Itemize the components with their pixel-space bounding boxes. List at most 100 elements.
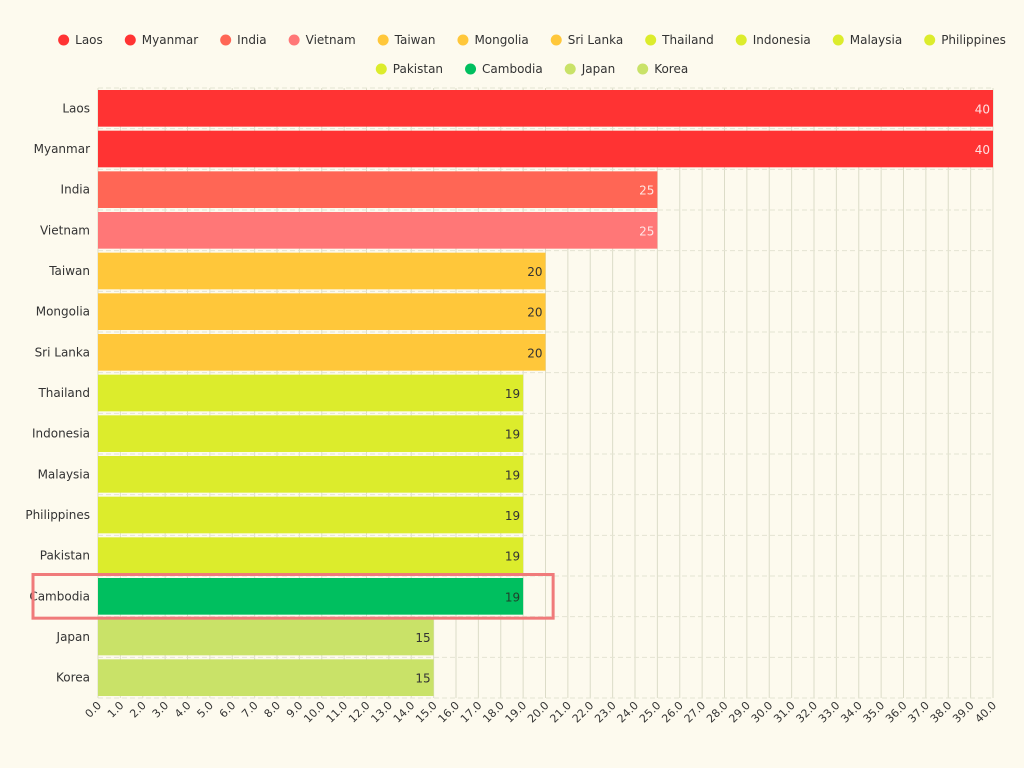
bar-laos[interactable]	[98, 90, 993, 127]
x-tick-label: 32.0	[794, 699, 821, 726]
x-tick-label: 25.0	[637, 699, 664, 726]
value-label-cambodia: 19	[505, 590, 520, 604]
x-tick-label: 38.0	[928, 699, 955, 726]
value-label-mongolia: 20	[527, 306, 542, 320]
legend-label-japan[interactable]: Japan	[581, 62, 615, 76]
value-label-laos: 40	[975, 102, 990, 116]
bar-vietnam[interactable]	[98, 212, 658, 249]
value-label-philippines: 19	[505, 509, 520, 523]
x-tick-label: 34.0	[838, 699, 865, 726]
x-tick-label: 11.0	[324, 699, 351, 726]
legend-label-sri-lanka[interactable]: Sri Lanka	[568, 33, 623, 47]
legend-marker-myanmar[interactable]	[124, 34, 136, 46]
bar-cambodia[interactable]	[98, 578, 524, 615]
x-tick-label: 23.0	[592, 699, 619, 726]
legend-marker-laos[interactable]	[58, 34, 70, 46]
value-label-thailand: 19	[505, 387, 520, 401]
bar-myanmar[interactable]	[98, 130, 993, 168]
legend-label-taiwan[interactable]: Taiwan	[394, 33, 436, 47]
highlight-layer	[31, 573, 555, 620]
x-tick-label: 40.0	[973, 699, 1000, 726]
x-tick-label: 2.0	[127, 699, 149, 721]
legend: Laos Myanmar India Vietnam Taiwan Mongolia Sri…	[58, 33, 1006, 76]
x-tick-label: 20.0	[525, 699, 552, 726]
legend-label-laos[interactable]: Laos	[75, 33, 103, 47]
value-label-malaysia: 19	[505, 468, 520, 482]
category-label-pakistan: Pakistan	[40, 549, 90, 563]
category-label-taiwan: Taiwan	[48, 264, 90, 278]
x-tick-label: 0.0	[83, 699, 105, 721]
category-labels: Laos Myanmar India Vietnam Taiwan Mongolia Sri…	[25, 101, 90, 684]
bar-sri-lanka[interactable]	[98, 334, 546, 371]
x-tick-label: 26.0	[659, 699, 686, 726]
bar-indonesia[interactable]	[98, 415, 524, 452]
category-label-cambodia: Cambodia	[29, 589, 90, 603]
category-label-philippines: Philippines	[25, 508, 90, 522]
legend-marker-korea[interactable]	[637, 63, 649, 75]
x-tick-label: 10.0	[301, 699, 328, 726]
bar-malaysia[interactable]	[98, 456, 524, 493]
bar-pakistan[interactable]	[98, 537, 524, 574]
bar-taiwan[interactable]	[98, 252, 546, 290]
legend-label-philippines[interactable]: Philippines	[941, 33, 1006, 47]
x-tick-label: 8.0	[262, 699, 284, 721]
legend-label-thailand[interactable]: Thailand	[661, 33, 714, 47]
bar-mongolia[interactable]	[98, 293, 546, 330]
x-tick-label: 7.0	[239, 699, 261, 721]
legend-marker-taiwan[interactable]	[377, 34, 389, 46]
x-tick-label: 12.0	[346, 699, 373, 726]
x-tick-label: 14.0	[391, 699, 418, 726]
bar-india[interactable]	[98, 171, 658, 208]
legend-label-cambodia[interactable]: Cambodia	[482, 62, 543, 76]
legend-label-myanmar[interactable]: Myanmar	[142, 33, 198, 47]
category-label-vietnam: Vietnam	[40, 223, 90, 237]
x-axis-ticks: 0.0 1.0 2.0 3.0 4.0 5.0 6.0 7.0 8.0 9.010.011.012…	[83, 699, 1000, 726]
legend-label-vietnam[interactable]: Vietnam	[306, 33, 356, 47]
category-label-thailand: Thailand	[37, 386, 90, 400]
x-tick-label: 39.0	[950, 699, 977, 726]
category-label-malaysia: Malaysia	[38, 467, 90, 481]
value-label-japan: 15	[415, 631, 430, 645]
x-tick-label: 1.0	[105, 699, 127, 721]
legend-label-malaysia[interactable]: Malaysia	[850, 33, 902, 47]
legend-marker-pakistan[interactable]	[375, 63, 387, 75]
legend-marker-sri-lanka[interactable]	[550, 34, 562, 46]
x-tick-label: 35.0	[861, 699, 888, 726]
x-tick-label: 27.0	[682, 699, 709, 726]
legend-label-indonesia[interactable]: Indonesia	[753, 33, 811, 47]
bar-philippines[interactable]	[98, 496, 524, 534]
legend-label-pakistan[interactable]: Pakistan	[393, 62, 443, 76]
x-tick-label: 5.0	[194, 699, 216, 721]
legend-marker-philippines[interactable]	[924, 34, 936, 46]
x-tick-label: 22.0	[570, 699, 597, 726]
x-tick-label: 33.0	[816, 699, 843, 726]
x-tick-label: 4.0	[172, 699, 194, 721]
category-label-sri-lanka: Sri Lanka	[35, 345, 90, 359]
value-label-indonesia: 19	[505, 428, 520, 442]
value-label-india: 25	[639, 184, 654, 198]
bar-thailand[interactable]	[98, 374, 524, 412]
legend-label-korea[interactable]: Korea	[654, 62, 688, 76]
category-label-laos: Laos	[62, 101, 90, 115]
x-tick-label: 18.0	[480, 699, 507, 726]
category-label-india: India	[61, 183, 90, 197]
legend-marker-thailand[interactable]	[645, 34, 657, 46]
x-tick-label: 15.0	[413, 699, 440, 726]
legend-marker-vietnam[interactable]	[288, 34, 300, 46]
highlight-box	[31, 573, 555, 620]
legend-label-india[interactable]: India	[237, 33, 266, 47]
legend-marker-india[interactable]	[220, 34, 232, 46]
category-label-mongolia: Mongolia	[36, 305, 90, 319]
legend-marker-japan[interactable]	[564, 63, 576, 75]
x-tick-label: 29.0	[726, 699, 753, 726]
legend-marker-cambodia[interactable]	[465, 63, 477, 75]
legend-marker-malaysia[interactable]	[832, 34, 844, 46]
bar-korea[interactable]	[98, 659, 434, 696]
value-label-pakistan: 19	[505, 550, 520, 564]
legend-marker-mongolia[interactable]	[457, 34, 469, 46]
legend-label-mongolia[interactable]: Mongolia	[474, 33, 528, 47]
x-tick-label: 31.0	[771, 699, 798, 726]
legend-marker-indonesia[interactable]	[735, 34, 747, 46]
bar-japan[interactable]	[98, 618, 434, 656]
